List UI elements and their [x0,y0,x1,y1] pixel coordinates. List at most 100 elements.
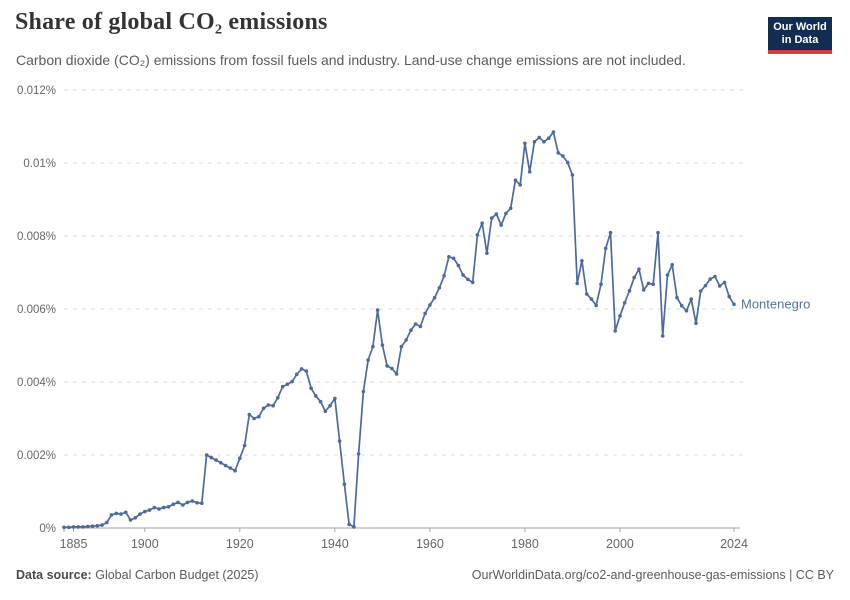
data-point[interactable] [299,367,304,371]
data-point[interactable] [561,154,565,158]
data-point[interactable] [551,130,556,134]
data-point[interactable] [656,230,660,235]
data-point[interactable] [252,416,256,421]
data-point[interactable] [670,263,674,267]
data-point[interactable] [295,372,299,377]
data-point[interactable] [190,499,195,503]
data-point[interactable] [451,256,456,261]
data-source-text[interactable]: Global Carbon Budget (2025) [95,568,259,582]
data-point[interactable] [637,267,641,272]
data-point[interactable] [732,302,736,307]
data-point[interactable] [437,286,442,290]
data-point[interactable] [399,344,404,349]
data-point[interactable] [214,458,218,462]
data-point[interactable] [138,512,142,516]
data-point[interactable] [622,301,627,305]
data-point[interactable] [195,501,199,505]
data-point[interactable] [447,254,451,259]
data-point[interactable] [665,273,670,277]
data-point[interactable] [143,509,147,514]
data-point[interactable] [618,314,622,318]
data-point[interactable] [494,212,499,216]
data-point[interactable] [418,324,423,329]
data-point[interactable] [698,289,703,293]
data-point[interactable] [722,280,727,285]
data-point[interactable] [276,395,280,400]
data-point[interactable] [86,524,90,529]
data-point[interactable] [504,211,508,216]
data-point[interactable] [90,524,95,528]
data-point[interactable] [489,216,494,220]
data-point[interactable] [470,280,475,285]
data-point[interactable] [375,308,380,312]
data-point[interactable] [171,502,176,507]
data-point[interactable] [480,221,485,225]
entity-label[interactable]: Montenegro [741,296,810,311]
data-point[interactable] [641,288,646,292]
data-point[interactable] [242,443,247,448]
data-point[interactable] [318,399,323,404]
data-point[interactable] [651,282,655,287]
data-point[interactable] [632,275,636,280]
data-point[interactable] [513,178,518,182]
data-point[interactable] [133,516,138,520]
data-point[interactable] [204,453,209,457]
data-point[interactable] [608,230,613,235]
data-point[interactable] [532,140,537,144]
data-point[interactable] [646,281,651,286]
data-point[interactable] [432,295,437,300]
data-point[interactable] [157,507,161,511]
data-point[interactable] [404,338,408,342]
data-point[interactable] [337,439,342,443]
credit-link[interactable]: OurWorldinData.org/co2-and-greenhouse-ga… [471,568,834,582]
data-point[interactable] [181,503,185,507]
data-point[interactable] [309,386,313,391]
data-point[interactable] [708,277,712,281]
data-point[interactable] [257,414,261,419]
data-point[interactable] [76,525,81,529]
data-point[interactable] [176,500,180,505]
data-point[interactable] [575,281,579,286]
data-point[interactable] [185,500,190,505]
data-point[interactable] [261,406,266,411]
data-point[interactable] [333,396,337,401]
data-point[interactable] [713,274,717,279]
data-point[interactable] [147,508,152,512]
data-point[interactable] [285,382,290,387]
data-point[interactable] [100,523,104,527]
data-point[interactable] [423,311,427,316]
data-point[interactable] [485,251,489,255]
data-point[interactable] [380,343,385,347]
data-point[interactable] [352,525,356,529]
data-point[interactable] [62,525,66,530]
data-point[interactable] [109,513,114,517]
data-point[interactable] [409,328,413,333]
data-point[interactable] [128,518,133,522]
data-point[interactable] [537,135,541,140]
data-point[interactable] [304,369,309,373]
data-point[interactable] [594,303,598,308]
data-point[interactable] [152,505,157,510]
data-point[interactable] [727,294,731,299]
data-point[interactable] [166,505,171,509]
data-point[interactable] [71,525,76,529]
data-point[interactable] [499,223,504,227]
data-point[interactable] [67,525,71,530]
data-point[interactable] [589,297,594,301]
data-point[interactable] [475,233,480,237]
data-point[interactable] [200,501,204,506]
data-point[interactable] [266,403,271,407]
data-point[interactable] [675,295,679,300]
data-point[interactable] [542,140,546,144]
data-point[interactable] [679,303,684,308]
data-point[interactable] [584,292,589,296]
data-point[interactable] [599,282,603,287]
data-point[interactable] [565,160,570,165]
data-point[interactable] [347,522,351,527]
data-point[interactable] [356,452,361,456]
data-point[interactable] [219,460,223,465]
data-point[interactable] [314,394,318,398]
data-point[interactable] [366,358,370,362]
data-point[interactable] [342,482,347,487]
